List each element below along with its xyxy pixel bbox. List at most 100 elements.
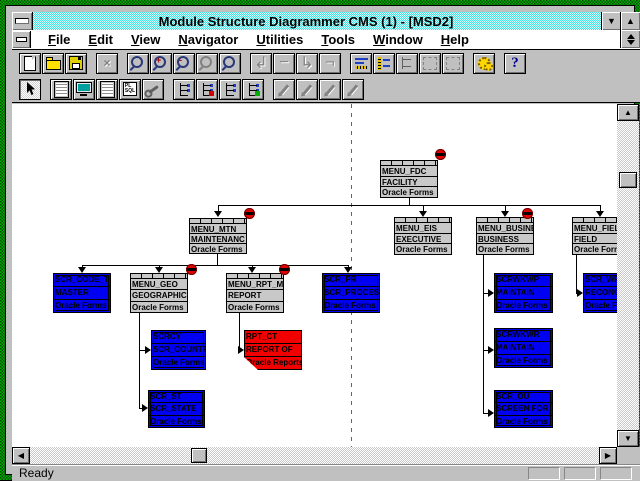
connector-line bbox=[218, 205, 219, 212]
menu-window[interactable]: Window bbox=[373, 31, 423, 47]
options-button[interactable] bbox=[473, 52, 495, 74]
module-SCR_PR[interactable]: SCR_PR SCR_PROCES Oracle Forms bbox=[322, 273, 380, 313]
module-title: MAINTAIN bbox=[495, 287, 552, 300]
link-button-4[interactable]: ¬ bbox=[319, 52, 341, 74]
module-SCR_ST[interactable]: SCR_ST SCR_STATE Oracle Forms bbox=[148, 390, 205, 428]
document-tool-button[interactable] bbox=[96, 78, 118, 100]
connector-line bbox=[217, 254, 218, 265]
zoom-page-button[interactable] bbox=[196, 52, 218, 74]
menu-tools[interactable]: Tools bbox=[321, 31, 356, 47]
module-language: Oracle Forms bbox=[496, 416, 548, 426]
module-RPT_CT[interactable]: RPT_CT REPORT OF Oracle Reports bbox=[244, 330, 302, 370]
scroll-down-button[interactable]: ▼ bbox=[617, 430, 639, 447]
mdi-restore-button[interactable] bbox=[620, 30, 640, 48]
scroll-up-button[interactable]: ▲ bbox=[617, 104, 639, 121]
module-MENU_GEO[interactable]: MENU_GEO GEOGRAPHIC Oracle Forms bbox=[130, 273, 188, 313]
save-button[interactable] bbox=[65, 52, 87, 74]
module-title: EXECUTIVE bbox=[395, 234, 451, 245]
module-name: SCR_WP bbox=[584, 274, 617, 287]
link-icon-3: ↳ bbox=[300, 55, 314, 72]
system-menu-button[interactable] bbox=[12, 12, 33, 30]
zoom-actual-button[interactable] bbox=[127, 52, 149, 74]
screen-tool-button[interactable] bbox=[73, 78, 95, 100]
menu-navigator[interactable]: Navigator bbox=[178, 31, 239, 47]
link-button-1[interactable]: ↲ bbox=[250, 52, 272, 74]
module-title: SCR_COUNTR bbox=[152, 344, 205, 357]
minimize-button[interactable]: ▼ bbox=[601, 12, 621, 30]
module-title: MAINTENANC bbox=[190, 235, 246, 244]
connector-line bbox=[576, 255, 577, 293]
vertical-scroll-thumb[interactable] bbox=[619, 172, 637, 188]
module-MENU_RPT_M[interactable]: MENU_RPT_M REPORT Oracle Forms bbox=[226, 273, 284, 313]
module-MENU_FIELD[interactable]: MENU_FIELD FIELD Oracle Forms bbox=[572, 217, 617, 255]
pen-tool-button-3[interactable] bbox=[319, 78, 341, 100]
arrowhead bbox=[488, 409, 494, 417]
vertical-scrollbar[interactable]: ▲ ▼ bbox=[617, 104, 639, 447]
module-SCR_CODE_T[interactable]: SCR_CODE_T MASTER Oracle Forms bbox=[53, 273, 111, 313]
module-MENU_MTN[interactable]: MENU_MTN MAINTENANC Oracle Forms bbox=[189, 218, 247, 254]
module-SCRWKWP[interactable]: SCRWKWP MAINTAIN Oracle Forms bbox=[494, 273, 553, 313]
menu-view[interactable]: View bbox=[130, 31, 161, 47]
scroll-left-button[interactable]: ◀ bbox=[12, 447, 30, 464]
mdi-system-menu-button[interactable] bbox=[12, 31, 31, 48]
save-floppy-icon bbox=[69, 56, 83, 70]
zoom-out-button[interactable]: - bbox=[173, 52, 195, 74]
module-SCRCY[interactable]: SCRCY SCR_COUNTR Oracle Forms bbox=[151, 330, 206, 370]
layout-tree-button[interactable] bbox=[396, 52, 418, 74]
menu-utilities[interactable]: Utilities bbox=[256, 31, 304, 47]
layout-region-button[interactable] bbox=[442, 52, 464, 74]
module-SCR_WP[interactable]: SCR_WP RECONC Oracle Fo bbox=[583, 273, 617, 313]
module-MENU_BUSIN[interactable]: MENU_BUSINE BUSINESS Oracle Forms bbox=[476, 217, 534, 255]
restore-up-icon bbox=[626, 33, 635, 39]
module-MENU_EIS[interactable]: MENU_EIS EXECUTIVE Oracle Forms bbox=[394, 217, 452, 255]
help-button[interactable]: ? bbox=[504, 52, 526, 74]
tree-tool-button-4[interactable] bbox=[242, 78, 264, 100]
link-button-2[interactable]: − bbox=[273, 52, 295, 74]
module-name: MENU_FDC bbox=[381, 166, 437, 177]
menu-file[interactable]: File bbox=[48, 31, 71, 47]
pen-tool-button-4[interactable] bbox=[342, 78, 364, 100]
cut-button[interactable]: × bbox=[96, 52, 118, 74]
pen-tool-button-1[interactable] bbox=[273, 78, 295, 100]
module-name: MENU_RPT_M bbox=[227, 280, 283, 291]
tree-tool-button-1[interactable] bbox=[173, 78, 195, 100]
module-SCR_OU[interactable]: SCR_OU SCREEN FOR Oracle Forms bbox=[494, 390, 553, 428]
select-tool-button[interactable] bbox=[19, 78, 41, 100]
module-SCRWKWR[interactable]: SCRWKWR MAINTAIN Oracle Forms bbox=[494, 328, 553, 368]
tree-tool-button-2[interactable] bbox=[196, 78, 218, 100]
layout-ruler-button[interactable] bbox=[350, 52, 372, 74]
zoom-in-button[interactable]: + bbox=[150, 52, 172, 74]
menu-edit[interactable]: Edit bbox=[88, 31, 113, 47]
module-language: Oracle Fo bbox=[585, 301, 617, 310]
utility-tool-button[interactable] bbox=[142, 78, 164, 100]
module-title: GEOGRAPHIC bbox=[131, 291, 187, 302]
report-tool-button[interactable] bbox=[50, 78, 72, 100]
layout-select-button[interactable] bbox=[419, 52, 441, 74]
arrow-down-icon: ▼ bbox=[624, 434, 632, 443]
maximize-button[interactable]: ▲ bbox=[620, 12, 640, 30]
open-button[interactable] bbox=[42, 52, 64, 74]
zoom-fit-button[interactable] bbox=[219, 52, 241, 74]
scroll-right-button[interactable]: ▶ bbox=[599, 447, 617, 464]
horizontal-scroll-thumb[interactable] bbox=[191, 448, 207, 463]
zoom-in-icon: + bbox=[154, 56, 166, 68]
menu-help[interactable]: Help bbox=[440, 31, 469, 47]
link-button-3[interactable]: ↳ bbox=[296, 52, 318, 74]
layout-vruler-button[interactable] bbox=[373, 52, 395, 74]
pen-tool-button-2[interactable] bbox=[296, 78, 318, 100]
plsql-tool-button[interactable]: PL SQL bbox=[119, 78, 141, 100]
horizontal-scrollbar[interactable]: ◀ ▶ bbox=[12, 447, 617, 464]
select-pointer-icon bbox=[26, 82, 35, 95]
module-language: Oracle Forms bbox=[496, 301, 548, 310]
tree-tool-button-3[interactable] bbox=[219, 78, 241, 100]
module-name: MENU_BUSINE bbox=[477, 224, 533, 234]
app-window: Module Structure Diagrammer CMS (1) - [M… bbox=[5, 5, 640, 481]
module-MENU_FDC[interactable]: MENU_FDC FACILITY Oracle Forms bbox=[380, 160, 438, 198]
module-title: FACILITY bbox=[381, 177, 437, 188]
pen-icon-3 bbox=[325, 83, 335, 95]
connector-line bbox=[483, 350, 488, 351]
new-button[interactable] bbox=[19, 52, 41, 74]
module-language: Oracle Reports bbox=[246, 358, 301, 367]
diagram-canvas[interactable]: MENU_FDC FACILITY Oracle Forms MENU_MTN … bbox=[12, 104, 617, 447]
arrowhead bbox=[577, 289, 583, 297]
